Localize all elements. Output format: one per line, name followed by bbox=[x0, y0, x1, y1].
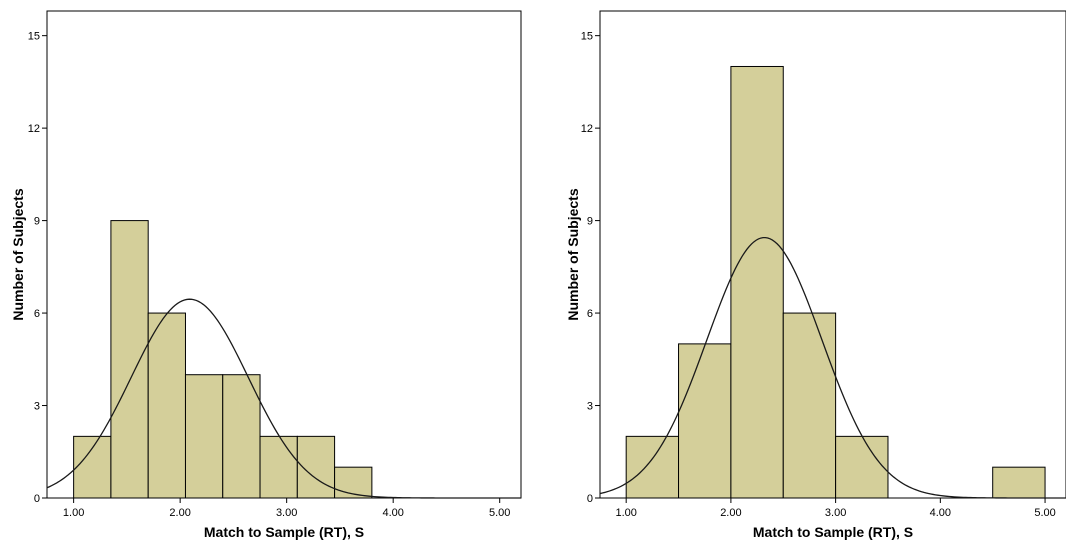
histogram-bar bbox=[334, 466, 373, 499]
y-axis-title: Number of Subjects bbox=[565, 188, 581, 320]
y-tick-label: 6 bbox=[34, 308, 40, 320]
y-tick-label: 15 bbox=[28, 31, 40, 43]
x-tick-label: 1.00 bbox=[615, 507, 636, 519]
histogram-panel-2: 1.00 2.00 3.00 4.00 5.00 0 3 6 9 12 15 Match to Sam… bbox=[565, 10, 1066, 540]
y-tick-label: 0 bbox=[34, 493, 40, 505]
histogram-bar bbox=[110, 220, 149, 499]
y-tick-label: 9 bbox=[587, 216, 593, 228]
histogram-bar bbox=[625, 435, 680, 499]
histogram-bar bbox=[222, 374, 261, 499]
histogram-panel-1: 1.00 2.00 3.00 4.00 5.00 0 3 6 9 12 15 Match to Sam… bbox=[10, 10, 522, 540]
y-tick-label: 9 bbox=[34, 216, 40, 228]
x-axis-title: Match to Sample (RT), S bbox=[753, 524, 913, 540]
histogram-bar bbox=[730, 65, 784, 499]
histogram-bar bbox=[147, 312, 186, 499]
y-tick-label: 12 bbox=[581, 123, 593, 135]
normal-curve bbox=[599, 236, 1066, 499]
y-tick-label: 3 bbox=[587, 401, 593, 413]
x-tick-label: 2.00 bbox=[720, 507, 741, 519]
y-tick-label: 0 bbox=[587, 493, 593, 505]
histogram-bar bbox=[678, 343, 732, 499]
histogram-bar bbox=[73, 435, 112, 499]
y-tick-label: 15 bbox=[581, 31, 593, 43]
y-tick-label: 3 bbox=[34, 401, 40, 413]
x-tick-label: 5.00 bbox=[1034, 507, 1055, 519]
x-tick-label: 3.00 bbox=[825, 507, 846, 519]
x-tick-label: 5.00 bbox=[489, 507, 510, 519]
y-tick-label: 6 bbox=[587, 308, 593, 320]
y-axis-title: Number of Subjects bbox=[10, 188, 26, 320]
x-tick-label: 2.00 bbox=[169, 507, 190, 519]
histogram-bar bbox=[992, 466, 1046, 499]
x-tick-label: 1.00 bbox=[63, 507, 84, 519]
y-tick-label: 12 bbox=[28, 123, 40, 135]
x-tick-label: 4.00 bbox=[930, 507, 951, 519]
x-axis-title: Match to Sample (RT), S bbox=[204, 524, 364, 540]
x-tick-label: 4.00 bbox=[382, 507, 403, 519]
normal-curve bbox=[46, 298, 521, 499]
histogram-bar bbox=[259, 435, 298, 499]
histogram-bar bbox=[782, 312, 837, 499]
histogram-bar bbox=[835, 435, 889, 499]
x-tick-label: 3.00 bbox=[276, 507, 297, 519]
histogram-bar bbox=[184, 374, 224, 499]
